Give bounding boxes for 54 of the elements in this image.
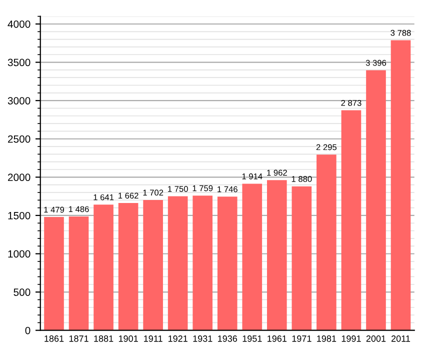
data-label: 1 662 xyxy=(118,192,138,199)
x-tick-label: 1871 xyxy=(69,335,88,342)
y-tick-label: 2500 xyxy=(8,135,30,143)
bar xyxy=(192,196,213,330)
x-tick-label: 1901 xyxy=(118,335,138,342)
bar xyxy=(366,70,386,330)
y-tick-label: 2000 xyxy=(8,174,30,182)
x-tick-label: 1921 xyxy=(168,335,188,342)
data-label: 3 788 xyxy=(390,30,411,36)
bar xyxy=(292,186,312,330)
data-label: 1 746 xyxy=(218,186,238,192)
bar xyxy=(217,196,238,330)
data-label: 1 479 xyxy=(44,206,64,213)
x-tick-label: 1861 xyxy=(44,335,64,342)
data-label: 1 702 xyxy=(143,190,164,196)
y-tick-label: 500 xyxy=(14,288,30,296)
x-tick-label: 1911 xyxy=(144,335,162,342)
y-tick-label: 4000 xyxy=(8,20,30,28)
data-label: 1 750 xyxy=(168,186,188,192)
bar xyxy=(118,203,138,330)
data-label: 1 880 xyxy=(292,176,312,182)
x-tick-label: 1981 xyxy=(317,335,336,342)
data-label: 1 914 xyxy=(242,173,262,180)
x-tick-label: 1936 xyxy=(218,335,238,342)
data-label: 1 641 xyxy=(94,194,114,200)
x-tick-label: 2001 xyxy=(366,335,386,342)
data-label: 1 962 xyxy=(267,170,287,176)
data-label: 1 486 xyxy=(68,206,89,212)
y-tick-label: 0 xyxy=(25,326,30,334)
bar xyxy=(68,216,89,330)
bar xyxy=(143,200,163,330)
data-label: 3 396 xyxy=(366,60,386,66)
bar xyxy=(341,110,362,330)
y-tick-label: 1500 xyxy=(8,212,30,220)
bar xyxy=(94,204,114,330)
bar xyxy=(168,196,188,330)
bar xyxy=(316,154,336,330)
x-tick-label: 1931 xyxy=(193,335,212,342)
x-tick-label: 1951 xyxy=(242,335,262,342)
bar xyxy=(44,217,64,330)
x-tick-label: 1961 xyxy=(268,335,287,342)
data-label: 2 873 xyxy=(341,100,362,106)
bar xyxy=(390,40,411,330)
x-tick-label: 1881 xyxy=(94,335,114,342)
bar xyxy=(267,180,287,330)
y-tick-label: 3000 xyxy=(8,97,30,104)
y-tick-label: 3500 xyxy=(8,58,30,66)
data-label: 1 759 xyxy=(192,185,213,192)
x-tick-label: 2011 xyxy=(392,335,410,342)
y-tick-label: 1000 xyxy=(8,250,30,258)
data-label: 2 295 xyxy=(316,144,337,150)
bar xyxy=(242,184,262,330)
x-tick-label: 1971 xyxy=(292,335,312,342)
x-tick-label: 1991 xyxy=(342,335,361,342)
